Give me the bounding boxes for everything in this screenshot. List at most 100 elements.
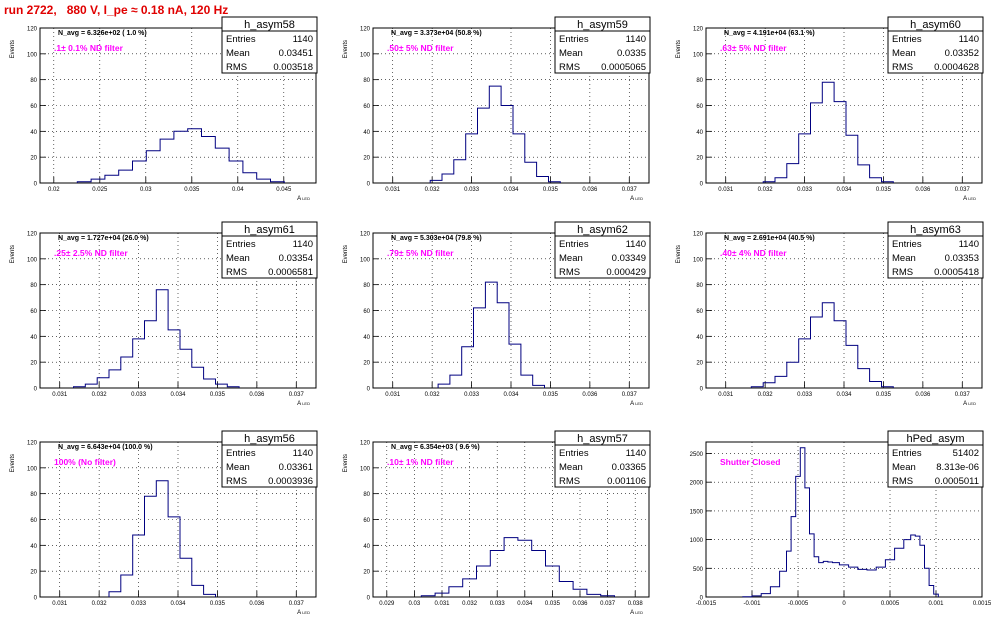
stats-mean-value: 0.03354 [279,253,313,264]
x-tick-label: 0.035 [545,601,561,607]
x-axis-label: A LED [630,196,643,202]
stats-rms-value: 0.0005418 [934,267,979,278]
stats-entries-label: Entries [892,34,922,45]
histogram-bin [819,563,824,597]
stats-box [221,16,318,74]
histogram-bin [489,86,501,183]
x-axis-label-main: A [297,401,301,407]
stats-entries-label: Entries [226,34,256,45]
histogram-bin [834,321,846,388]
y-tick-label: 0 [34,387,38,393]
histogram-h_asym62: 0 20 40 60 80 100 120 0.031 0.032 0.033 0.034 0.035… [343,221,651,407]
stats-entries-value: 1140 [626,239,646,250]
histogram-bin [867,570,876,597]
x-tick-label: 0.036 [249,601,265,607]
histogram-h_asym60: 0 20 40 60 80 100 120 0.031 0.032 0.033 0.034 0.035… [676,16,984,202]
y-tick-label: 0 [34,182,38,188]
filter-label: .10± 1% ND filter [387,457,454,467]
histogram-bin [799,339,811,388]
y-axis-label: Events [10,40,16,58]
stats-entries-value: 1140 [959,239,979,250]
histogram-bin [192,367,204,388]
histogram-bin [454,160,466,183]
histogram-bin [881,182,893,183]
histogram-bin [915,536,920,597]
histogram-bin [810,103,822,183]
histogram-bin [160,139,174,183]
stats-mean-label: Mean [559,253,583,264]
navg-label: N_avg = 5.303e+04 (79.8 %) [391,235,482,242]
histogram-bin [775,376,787,388]
histogram-bin [421,596,435,597]
x-tick-label: 0.032 [462,601,478,607]
histogram-bin [548,182,560,183]
histogram-bin [497,303,509,388]
x-tick-label: 0.034 [836,187,852,193]
stats-rms-value: 0.0005011 [935,476,979,487]
histogram-bin [761,594,770,597]
histogram-h_asym59: 0 20 40 60 80 100 120 0.031 0.032 0.033 0.034 0.035… [343,16,651,202]
y-tick-label: 40 [30,544,37,550]
x-tick-label: 0.036 [582,187,598,193]
stats-mean-value: 0.03349 [612,253,646,264]
x-tick-label: 0.032 [92,392,108,398]
histogram-bin [822,303,834,388]
x-axis-label-sub: LED [301,401,310,406]
x-tick-label: 0.038 [628,601,644,607]
filter-label: .25± 2.5% ND filter [54,248,128,258]
stats-rms-value: 0.0006581 [268,267,313,278]
x-axis-label-main: A [630,196,634,202]
filter-label: Shutter Closed [720,457,780,467]
x-tick-label: 0.036 [915,187,931,193]
histogram-bin [791,517,796,597]
histogram-bin [462,347,474,388]
stats-mean-value: 0.0335 [617,48,646,59]
stats-box [554,221,651,279]
histogram-bin [876,567,885,597]
x-axis-label-sub: LED [634,610,643,615]
stats-entries-value: 51402 [953,448,979,459]
y-tick-label: 100 [693,52,704,58]
x-axis-label-sub: LED [967,401,976,406]
x-tick-label: 0.032 [758,392,774,398]
histogram-name: h_asym62 [577,224,628,236]
histogram-bin [438,384,450,388]
filter-label: .79± 5% ND filter [387,248,454,258]
stats-mean-label: Mean [892,253,916,264]
histogram-bin [188,129,202,183]
x-tick-label: 0.035 [184,187,200,193]
histogram-name: h_asym63 [910,224,961,236]
y-tick-label: 80 [30,283,37,289]
x-tick-label: 0.031 [385,187,401,193]
histogram-bin [828,562,833,597]
y-tick-label: 20 [30,570,37,576]
histogram-bin [97,378,109,388]
histogram-bin [532,551,546,598]
stats-rms-value: 0.0005065 [601,62,646,73]
x-tick-label: 0.0015 [973,601,992,607]
stats-entries-label: Entries [226,239,256,250]
stats-mean-label: Mean [892,462,916,473]
x-tick-label: 0.0005 [881,601,900,607]
y-tick-label: 60 [363,518,370,524]
stats-rms-label: RMS [226,267,247,278]
x-tick-label: 0.035 [210,392,226,398]
histogram-bin [587,594,601,597]
histogram-bin [823,561,828,597]
histogram-bin [156,290,168,388]
x-axis-label-main: A [963,196,967,202]
histogram-bin [763,383,775,388]
x-axis-label-main: A [630,610,634,616]
y-tick-label: 20 [30,361,37,367]
histogram-bin [227,387,239,388]
histogram-bin [800,448,805,597]
histogram-outline [76,128,285,183]
x-tick-label: -0.0015 [696,601,717,607]
histogram-bin [243,173,257,183]
histogram-bin [858,165,870,183]
y-tick-label: 80 [363,283,370,289]
y-tick-label: 0 [367,182,371,188]
stats-box [887,430,984,488]
y-axis-label: Events [343,245,349,263]
x-tick-label: 0.037 [622,392,638,398]
